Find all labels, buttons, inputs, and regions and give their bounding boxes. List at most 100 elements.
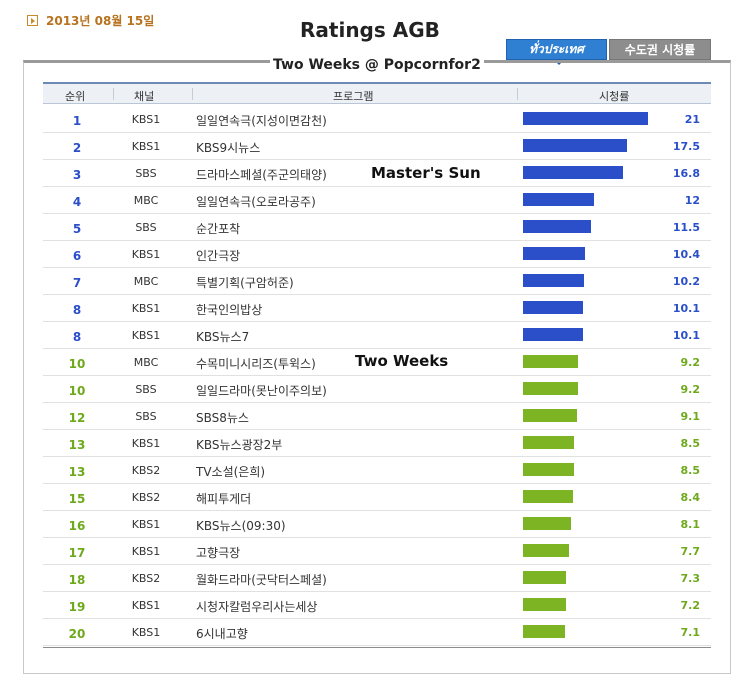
channel-label: KBS2 xyxy=(131,464,161,477)
chart-subtitle: Two Weeks @ Popcornfor2 xyxy=(270,57,484,73)
table-row: 7 MBC 특별기획(구암허준) 10.2 xyxy=(43,268,711,295)
col-program-header: 프로그램 xyxy=(333,90,374,103)
table-row: 1 KBS1 일일연속극(지성이면감천) 21 xyxy=(43,106,711,133)
rating-value: 10.1 xyxy=(672,302,700,315)
col-channel-header: 채널 xyxy=(134,90,155,103)
tab-capital-area[interactable]: 수도권 시청률 xyxy=(609,39,711,60)
rating-value: 7.2 xyxy=(680,599,701,612)
channel-label: KBS1 xyxy=(131,626,161,639)
program-label: 일일드라마(못난이주의보) xyxy=(196,384,327,398)
table-row: 16 KBS1 KBS뉴스(09:30) 8.1 xyxy=(43,511,711,538)
table-row: 13 KBS1 KBS뉴스광장2부 8.5 xyxy=(43,430,711,457)
channel-label: KBS2 xyxy=(131,491,161,504)
channel-label: SBS xyxy=(135,383,157,396)
program-label: 순간포착 xyxy=(196,222,241,236)
date-display: 2013년 08월 15일 xyxy=(27,12,154,29)
program-label: 일일연속극(오로라공주) xyxy=(196,195,316,209)
program-label: 일일연속극(지성이면감천) xyxy=(196,114,327,128)
channel-label: KBS1 xyxy=(131,329,161,342)
header-separator xyxy=(113,88,114,100)
rank-label: 16 xyxy=(68,519,86,533)
channel-label: MBC xyxy=(133,194,159,207)
rank-label: 13 xyxy=(68,465,86,479)
rating-value: 8.1 xyxy=(680,518,701,531)
rank-label: 5 xyxy=(72,222,82,236)
program-label: KBS뉴스7 xyxy=(196,330,250,344)
rating-bar xyxy=(523,274,584,287)
rating-value: 9.2 xyxy=(680,383,701,396)
rank-label: 18 xyxy=(68,573,86,587)
rank-label: 1 xyxy=(72,114,82,128)
rating-value: 8.5 xyxy=(680,437,701,450)
rank-label: 12 xyxy=(68,411,86,425)
rating-bar xyxy=(523,598,566,611)
date-text: 2013년 08월 15일 xyxy=(46,14,155,28)
table-row: 18 KBS2 월화드라마(굿닥터스페셜) 7.3 xyxy=(43,565,711,592)
channel-label: KBS2 xyxy=(131,572,161,585)
table-row: 2 KBS1 KBS9시뉴스 17.5 xyxy=(43,133,711,160)
rating-value: 8.5 xyxy=(680,464,701,477)
rating-value: 8.4 xyxy=(680,491,701,504)
table-bottom-border xyxy=(43,647,711,648)
rating-bar xyxy=(523,625,565,638)
program-label: 시청자칼럼우리사는세상 xyxy=(196,600,318,614)
rating-bar xyxy=(523,355,578,368)
rating-value: 21 xyxy=(684,113,700,126)
col-rating-header: 시청률 xyxy=(599,90,630,103)
rank-label: 19 xyxy=(68,600,86,614)
rating-value: 7.7 xyxy=(680,545,701,558)
channel-label: KBS1 xyxy=(131,518,161,531)
annotation-two-weeks: Two Weeks xyxy=(355,352,449,370)
rating-bar xyxy=(523,220,591,233)
rating-bar xyxy=(523,517,571,530)
tab-nationwide[interactable]: ทั่วประเทศ xyxy=(506,39,607,65)
rank-label: 17 xyxy=(68,546,86,560)
rating-value: 11.5 xyxy=(672,221,700,234)
table-row: 8 KBS1 KBS뉴스7 10.1 xyxy=(43,322,711,349)
channel-label: SBS xyxy=(135,410,157,423)
program-label: 한국인의밥상 xyxy=(196,303,263,317)
rating-value: 16.8 xyxy=(672,167,700,180)
table-row: 8 KBS1 한국인의밥상 10.1 xyxy=(43,295,711,322)
rank-label: 10 xyxy=(68,357,86,371)
rating-bar xyxy=(523,112,648,125)
rating-value: 7.1 xyxy=(680,626,701,639)
table-row: 5 SBS 순간포착 11.5 xyxy=(43,214,711,241)
program-label: KBS뉴스(09:30) xyxy=(196,519,286,533)
rating-value: 9.2 xyxy=(680,356,701,369)
table-row: 20 KBS1 6시내고향 7.1 xyxy=(43,619,711,646)
rating-value: 10.2 xyxy=(672,275,700,288)
channel-label: KBS1 xyxy=(131,113,161,126)
rank-label: 6 xyxy=(72,249,82,263)
channel-label: SBS xyxy=(135,167,157,180)
table-row: 17 KBS1 고향극장 7.7 xyxy=(43,538,711,565)
arrow-right-icon xyxy=(27,15,38,26)
program-label: 월화드라마(굿닥터스페셜) xyxy=(196,573,327,587)
rank-label: 4 xyxy=(72,195,82,209)
channel-label: KBS1 xyxy=(131,437,161,450)
rating-bar xyxy=(523,463,574,476)
rating-bar xyxy=(523,166,623,179)
rating-bar xyxy=(523,382,578,395)
program-label: KBS뉴스광장2부 xyxy=(196,438,283,452)
annotation-masters-sun: Master's Sun xyxy=(371,164,481,182)
rating-bar xyxy=(523,436,574,449)
table-row: 19 KBS1 시청자칼럼우리사는세상 7.2 xyxy=(43,592,711,619)
rating-value: 12 xyxy=(684,194,700,207)
rating-bar xyxy=(523,139,627,152)
table-row: 6 KBS1 인간극장 10.4 xyxy=(43,241,711,268)
channel-label: MBC xyxy=(133,356,159,369)
channel-label: KBS1 xyxy=(131,248,161,261)
rating-value: 9.1 xyxy=(680,410,701,423)
rating-value: 10.1 xyxy=(672,329,700,342)
channel-label: MBC xyxy=(133,275,159,288)
channel-label: KBS1 xyxy=(131,545,161,558)
program-label: 특별기획(구암허준) xyxy=(196,276,294,290)
table-row: 12 SBS SBS8뉴스 9.1 xyxy=(43,403,711,430)
program-label: 6시내고향 xyxy=(196,627,248,641)
rating-bar xyxy=(523,409,577,422)
header-separator xyxy=(192,88,193,100)
rank-label: 8 xyxy=(72,330,82,344)
program-label: 인간극장 xyxy=(196,249,241,263)
col-rank-header: 순위 xyxy=(65,90,86,103)
